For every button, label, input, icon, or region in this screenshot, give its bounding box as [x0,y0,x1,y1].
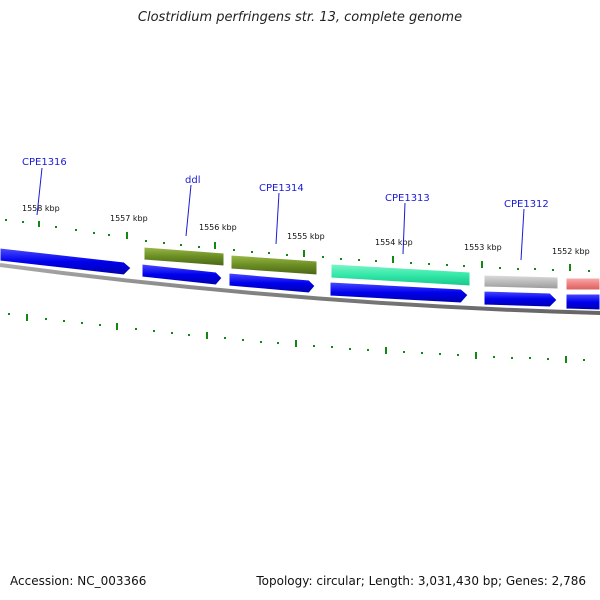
cds-features [0,247,600,311]
gene-features [143,246,600,291]
gene-partial[interactable] [565,277,600,291]
gene-cpe1312[interactable] [483,274,559,290]
map-title: Clostridium perfringens str. 13, complet… [137,10,463,25]
kbp-label: 1555 kbp [287,232,325,241]
outer-tick-marks [5,219,590,272]
kbp-label: 1556 kbp [199,223,237,232]
gene-label-ddl[interactable]: ddl [185,175,200,186]
kbp-label: 1558 kbp [22,204,60,213]
cds-arrow-cpe1312[interactable] [483,290,558,308]
kbp-label: 1552 kbp [552,247,590,256]
gene-label-cpe1316[interactable]: CPE1316 [22,157,67,168]
cds-arrow-cpe1316[interactable] [0,247,132,276]
label-leaders [36,167,525,261]
gene-label-cpe1312[interactable]: CPE1312 [504,199,549,210]
gene-cpe1313[interactable] [330,263,471,287]
gene-label-cpe1313[interactable]: CPE1313 [385,193,430,204]
cds-arrow-partial[interactable] [565,293,600,311]
gene-cpe1314[interactable] [230,254,318,276]
inner-tick-marks [8,313,585,363]
gene-ddl[interactable] [143,246,225,267]
kbp-labels: 1558 kbp 1557 kbp 1556 kbp 1555 kbp 1554… [22,204,590,256]
cds-arrow-cpe1313[interactable] [329,281,469,304]
kbp-label: 1557 kbp [110,214,148,223]
genome-summary-text: Topology: circular; Length: 3,031,430 bp… [256,574,586,588]
cds-arrow-ddl[interactable] [141,263,223,286]
gene-labels: CPE1316 ddl CPE1314 CPE1313 CPE1312 [22,157,549,210]
accession-text: Accession: NC_003366 [10,574,147,588]
cds-arrow-cpe1314[interactable] [228,272,316,294]
kbp-label: 1554 kbp [375,238,413,247]
gene-label-cpe1314[interactable]: CPE1314 [259,183,304,194]
kbp-label: 1553 kbp [464,243,502,252]
genome-backbone [0,263,600,315]
